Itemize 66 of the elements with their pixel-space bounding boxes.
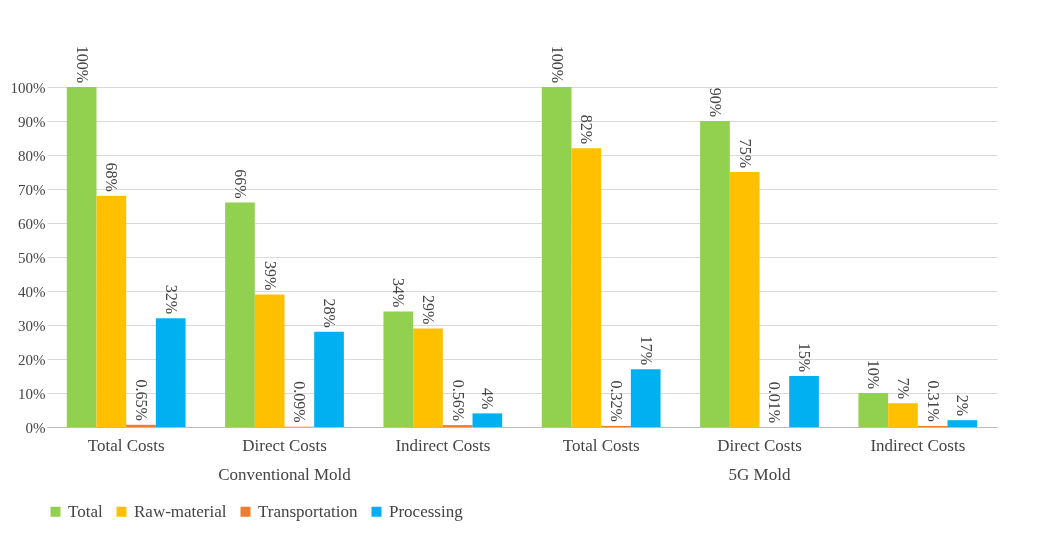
data-label: 34% (390, 278, 408, 308)
bar (472, 413, 503, 427)
x-tick-label: Direct Costs (242, 435, 327, 455)
data-label: 2% (954, 394, 972, 417)
data-label: 75% (736, 138, 754, 168)
x-tick-label: Total Costs (87, 435, 165, 455)
data-label: 4% (479, 388, 497, 410)
bar (383, 311, 414, 427)
bar (888, 403, 918, 427)
legend-label: Processing (389, 501, 464, 521)
data-label: 7% (894, 377, 912, 400)
data-label: 0.32% (608, 380, 626, 422)
y-tick-label: 20% (18, 351, 46, 368)
data-label: 90% (706, 87, 724, 117)
data-label: 32% (162, 284, 180, 315)
data-label: 0.56% (449, 379, 467, 422)
y-tick-label: 100% (10, 79, 46, 96)
y-tick-label: 60% (18, 215, 46, 232)
bar (155, 318, 186, 427)
text: 5G Mold (728, 465, 791, 484)
bar (314, 331, 344, 427)
bar (413, 328, 443, 427)
x-tick-label: Total Costs (562, 435, 640, 455)
legend-label: Raw-material (134, 501, 227, 521)
y-tick-label: 0% (25, 419, 46, 436)
bar (789, 376, 819, 427)
data-label: 82% (578, 114, 596, 145)
bar (96, 195, 127, 427)
data-label: 68% (103, 162, 121, 192)
y-tick-label: 10% (18, 385, 46, 402)
bar (947, 420, 978, 427)
data-label: 100% (73, 45, 91, 83)
bar (126, 424, 156, 427)
data-label: 0.09% (291, 381, 309, 423)
data-label: 28% (321, 298, 339, 328)
y-tick-label: 40% (18, 283, 46, 300)
bar (858, 393, 889, 427)
data-label: 10% (865, 359, 883, 389)
data-label: 0.65% (133, 379, 151, 421)
data-label: 15% (796, 342, 814, 372)
data-label: 0.01% (766, 381, 784, 423)
data-label: 17% (637, 335, 655, 366)
bar (225, 202, 255, 427)
bar (541, 87, 572, 427)
data-label: 100% (548, 45, 566, 83)
y-tick-label: 50% (18, 249, 46, 266)
bar (700, 121, 730, 427)
data-label: 39% (261, 261, 279, 291)
x-tick-label: Indirect Costs (870, 435, 966, 455)
bar (254, 294, 285, 427)
legend-label: Total (68, 501, 103, 521)
data-label: 66% (231, 169, 249, 199)
bar (729, 172, 760, 427)
bar (571, 148, 602, 427)
bar (630, 369, 661, 427)
legend-label: Transportation (258, 501, 358, 521)
y-tick-label: 30% (18, 317, 46, 334)
y-tick-label: 70% (18, 181, 46, 198)
data-label: 29% (419, 295, 437, 325)
bar (66, 87, 97, 427)
data-label: 0.31% (924, 380, 942, 422)
y-tick-label: 80% (18, 147, 46, 164)
text: Conventional Mold (218, 465, 352, 484)
x-tick-label: Direct Costs (717, 435, 802, 455)
y-tick-label: 90% (18, 113, 46, 130)
x-tick-label: Indirect Costs (395, 435, 491, 455)
